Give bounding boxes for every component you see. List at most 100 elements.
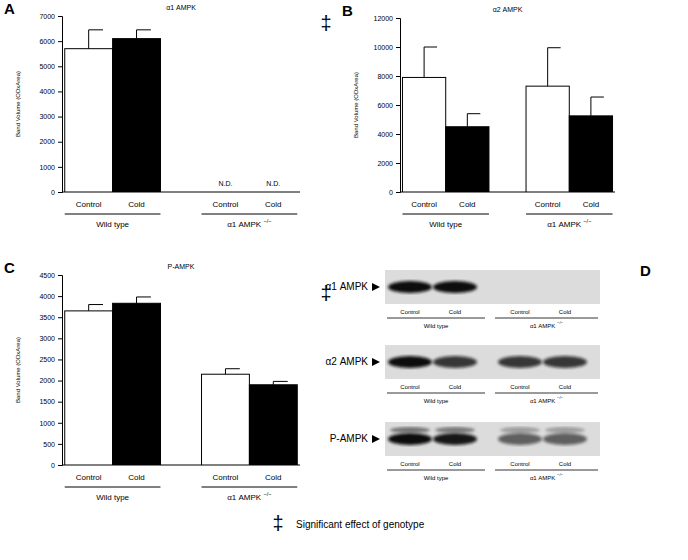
lane-label: Cold <box>559 309 571 315</box>
bar-category-label: Cold <box>583 200 599 209</box>
error-bar <box>225 369 239 374</box>
y-tick-mark <box>58 381 62 382</box>
panel-label: D <box>640 262 651 279</box>
blot-band <box>498 356 542 368</box>
blot-arrow <box>372 435 380 443</box>
group-label: α1 AMPK −/− <box>227 218 271 229</box>
y-axis-line <box>396 19 401 193</box>
y-tick-label: 4000 <box>39 293 55 300</box>
group-underline <box>402 214 488 215</box>
y-tick: 4500 <box>39 272 62 279</box>
blot-band <box>543 356 587 368</box>
footnote: ‡Significant effect of genotype <box>272 512 424 534</box>
y-tick-mark <box>396 18 400 19</box>
bar-category-label: Control <box>411 200 437 209</box>
y-tick-label: 1500 <box>39 398 55 405</box>
error-bar-cap <box>89 29 103 30</box>
blot-band <box>433 433 477 445</box>
y-tick: 3000 <box>39 113 62 120</box>
y-tick-label: 1000 <box>39 164 55 171</box>
error-bar-cap <box>591 97 604 98</box>
y-axis-title: Band Volume (ODxArea) <box>15 71 21 137</box>
error-bar-cap <box>548 47 561 48</box>
error-bar-stem <box>467 114 468 127</box>
blot-row-label: α2 AMPK <box>326 356 369 367</box>
y-tick-mark <box>58 465 62 466</box>
lane-group-label: α1 AMPK −/− <box>530 320 564 329</box>
blot-image <box>385 422 600 456</box>
error-bar <box>467 114 480 127</box>
y-tick-label: 0 <box>389 189 393 196</box>
y-tick-label: 2000 <box>377 160 393 167</box>
y-tick: 0 <box>389 189 400 196</box>
y-axis-line <box>58 276 63 466</box>
y-tick-label: 0 <box>51 462 55 469</box>
group-label: α1 AMPK −/− <box>227 491 271 502</box>
y-tick: 12000 <box>374 15 400 22</box>
y-tick-mark <box>58 338 62 339</box>
lane-label: Control <box>400 384 419 390</box>
y-tick-mark <box>58 444 62 445</box>
y-tick-mark <box>58 359 62 360</box>
y-tick-mark <box>58 91 62 92</box>
chart-panel: 01000200030004000500060007000ControlN.D.… <box>4 0 332 229</box>
error-bar-cap <box>89 304 103 305</box>
error-bar-stem <box>88 305 89 311</box>
bar <box>526 86 569 192</box>
bar <box>65 311 113 465</box>
group-underline <box>495 318 598 319</box>
blot-arrow <box>372 358 380 366</box>
blot-row-label: P-AMPK <box>330 433 369 444</box>
y-tick: 8000 <box>377 73 400 80</box>
lane-label: Control <box>510 384 529 390</box>
y-tick-mark <box>396 47 400 48</box>
y-tick: 0 <box>51 462 62 469</box>
bar-category-label: Cold <box>265 473 281 482</box>
error-bar-cap <box>467 113 480 114</box>
blot-band <box>388 356 432 368</box>
bar-category-label: Cold <box>128 200 144 209</box>
blot-row: P-AMPKControlColdControlColdWild typeα1 … <box>330 422 600 481</box>
y-tick-mark <box>58 41 62 42</box>
y-tick-mark <box>58 275 62 276</box>
y-tick-label: 4000 <box>377 131 393 138</box>
bar-category-label: Control <box>213 200 239 209</box>
y-tick: 4000 <box>39 293 62 300</box>
y-tick: 0 <box>51 189 62 196</box>
y-tick-label: 12000 <box>374 15 394 22</box>
significance-marker: ‡ <box>320 12 331 34</box>
y-tick-label: 2000 <box>39 377 55 384</box>
error-bar-cap <box>424 47 437 48</box>
y-tick-mark <box>58 317 62 318</box>
error-bar <box>137 30 151 39</box>
lane-label: Control <box>400 461 419 467</box>
y-tick-label: 3500 <box>39 314 55 321</box>
error-bar-cap <box>225 368 239 369</box>
blot-band <box>543 433 587 445</box>
y-tick-mark <box>58 402 62 403</box>
lane-label: Control <box>400 309 419 315</box>
bar <box>446 127 489 192</box>
y-tick-mark <box>58 296 62 297</box>
blot-band <box>498 433 542 445</box>
blot-band <box>500 427 540 433</box>
blot-band <box>388 433 432 445</box>
y-tick-mark <box>58 423 62 424</box>
y-tick: 5000 <box>39 63 62 70</box>
panel-label: B <box>342 2 353 19</box>
y-tick: 500 <box>43 441 62 448</box>
bar-category-label: Cold <box>459 200 475 209</box>
chart-panel: 020004000600080001000012000ControlContro… <box>342 2 615 229</box>
y-tick: 1000 <box>39 164 62 171</box>
bar <box>249 385 297 465</box>
value-label: N.D. <box>266 180 280 187</box>
bar <box>113 303 161 465</box>
y-tick-label: 6000 <box>39 38 55 45</box>
plot-marks <box>65 297 298 465</box>
error-bar <box>548 48 561 86</box>
blot-row-label: α1 AMPK <box>326 281 369 292</box>
y-axis: 050010001500200025003000350040004500 <box>39 272 62 469</box>
y-tick: 2000 <box>377 160 400 167</box>
panel-label: C <box>4 259 15 276</box>
error-bar <box>89 30 103 49</box>
